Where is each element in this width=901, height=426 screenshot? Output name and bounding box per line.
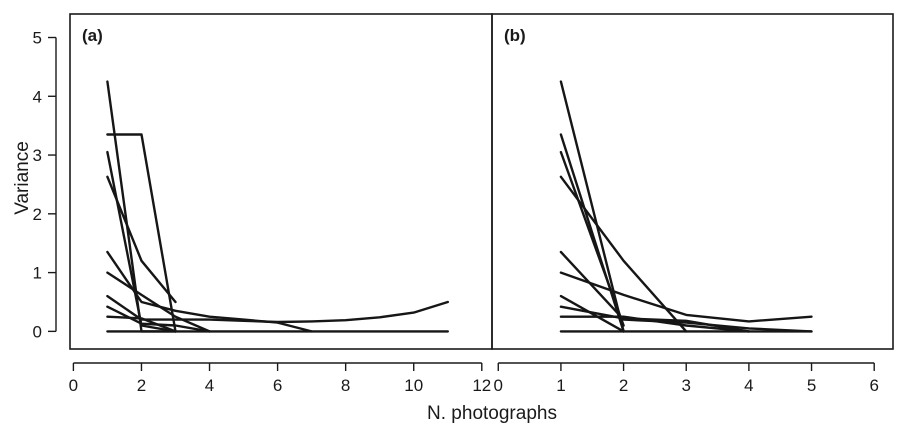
panel-label: (b) — [504, 26, 526, 45]
x-tick-label: 10 — [404, 376, 423, 395]
x-tick-label: 0 — [494, 376, 503, 395]
x-tick-label: 6 — [869, 376, 878, 395]
x-tick-label: 6 — [273, 376, 282, 395]
panel-label: (a) — [82, 26, 103, 45]
y-tick-label: 3 — [33, 146, 42, 165]
series-line — [106, 271, 211, 333]
x-tick-label: 2 — [619, 376, 628, 395]
series-line — [106, 133, 177, 333]
x-tick-label: 8 — [341, 376, 350, 395]
series-line — [559, 305, 751, 333]
y-tick-label: 4 — [33, 87, 42, 106]
series-line — [106, 315, 177, 333]
series-line — [559, 250, 813, 333]
x-tick-label: 4 — [205, 376, 214, 395]
series-line — [106, 175, 177, 304]
x-tick-label: 12 — [472, 376, 491, 395]
panel-b: (b) 0 1 2 3 4 5 6 — [491, 13, 894, 395]
y-tick-label: 1 — [33, 264, 42, 283]
y-tick-label: 0 — [33, 322, 42, 341]
x-tick-label: 0 — [69, 376, 78, 395]
series-line — [559, 80, 625, 333]
series-line — [559, 150, 625, 327]
series-line — [559, 271, 813, 323]
series-line — [559, 315, 751, 333]
series-line — [106, 150, 177, 333]
x-tick-label: 5 — [807, 376, 816, 395]
x-tick-label: 3 — [682, 376, 691, 395]
series-line — [106, 294, 449, 324]
y-axis-title: Variance — [12, 141, 33, 215]
x-tick-label: 4 — [744, 376, 753, 395]
x-tick-label: 2 — [137, 376, 146, 395]
x-axis-title: N. photographs — [427, 403, 557, 424]
y-tick-label: 2 — [33, 205, 42, 224]
plot-frame — [491, 13, 894, 350]
y-tick-label: 5 — [33, 29, 42, 48]
x-tick-label: 1 — [556, 376, 565, 395]
plot-frame — [69, 13, 493, 350]
